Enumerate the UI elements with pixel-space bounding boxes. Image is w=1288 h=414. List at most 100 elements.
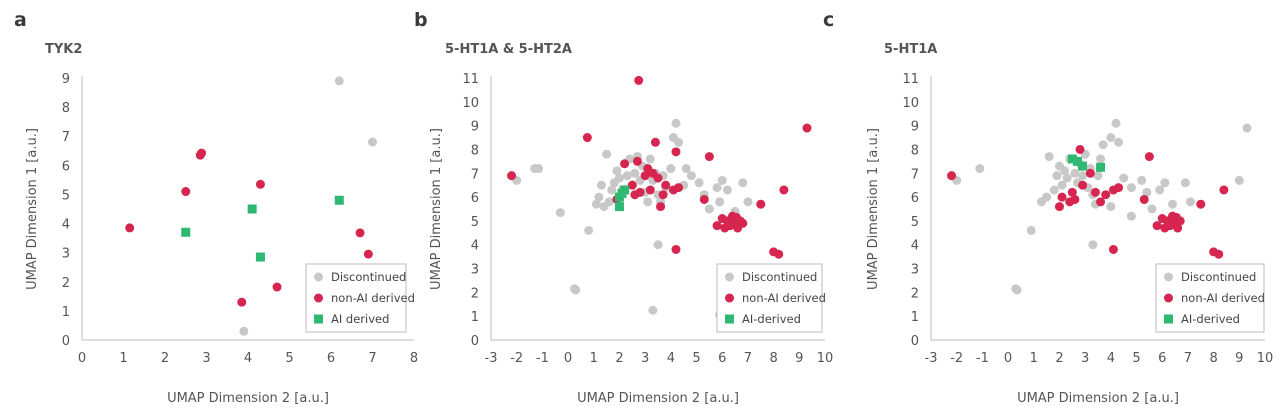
x-axis-label: UMAP Dimension 2 [a.u.] [577,391,739,406]
data-point [584,225,594,235]
data-point [653,240,663,250]
data-point [1067,187,1077,197]
y-tick-label: 11 [462,72,479,87]
data-point [555,208,565,218]
y-tick-label: 8 [62,101,70,116]
data-point [645,154,655,164]
data-point [181,187,191,197]
y-axis-label: UMAP Dimension 1 [a.u.] [866,128,881,290]
data-point [1090,187,1100,197]
y-tick-label: 6 [911,191,919,206]
y-tick-label: 6 [471,191,479,206]
x-tick-label: 5 [285,351,293,366]
x-tick-label: -1 [536,351,549,366]
data-point [666,164,676,174]
x-tick-label: 1 [1030,351,1038,366]
data-point [272,282,282,292]
data-point [1101,190,1111,200]
data-point [674,137,684,147]
data-point [1070,168,1080,178]
data-point [1185,197,1195,207]
data-point [686,171,696,181]
y-tick-label: 7 [911,167,919,182]
legend-marker [1164,272,1173,282]
x-tick-label: 0 [78,351,86,366]
y-tick-label: 9 [911,120,919,135]
y-tick-label: 4 [471,239,479,254]
x-tick-label: 3 [1081,351,1089,366]
x-tick-label: 8 [769,351,777,366]
x-tick-label: -2 [950,351,963,366]
data-point [671,118,681,128]
legend-label: non-AI derived [742,291,826,305]
x-tick-label: 6 [1158,351,1166,366]
x-tick-label: 7 [744,351,752,366]
data-point [1242,123,1252,133]
legend-marker [314,272,323,282]
y-tick-label: 4 [62,218,70,233]
data-point [1057,192,1067,202]
data-point [731,212,741,222]
y-tick-label: 5 [471,215,479,230]
data-point [1078,171,1088,181]
data-point [634,75,644,85]
y-tick-label: 11 [902,72,919,87]
data-point [738,178,748,188]
legend-label: Discontinued [331,270,406,284]
y-axis-label: UMAP Dimension 1 [a.u.] [429,128,444,290]
y-axis-label: UMAP Dimension 1 [a.u.] [25,128,40,290]
data-point [1234,175,1244,185]
y-tick-label: 1 [911,310,919,325]
data-point-square [247,204,257,214]
data-point [1214,249,1224,259]
x-tick-label: 2 [1055,351,1063,366]
data-point [975,164,985,174]
data-point [237,297,247,307]
data-point [722,185,732,195]
y-tick-label: 2 [62,276,70,291]
panel-b: b 5-HT1A & 5-HT2A 0 1 2 3 4 5 6 7 8 9 10 11 -3 -2 -1 0 1 2 3… [414,9,833,406]
data-point [582,133,592,143]
data-point [774,249,784,259]
data-point [591,199,601,209]
data-point [620,159,630,169]
legend-marker-square [1164,314,1173,324]
data-point [1070,194,1080,204]
data-point [1093,171,1103,181]
data-point [681,164,691,174]
data-point [653,173,663,183]
data-point [355,228,365,238]
x-tick-label: 3 [641,351,649,366]
x-tick-label: 7 [1184,351,1192,366]
y-tick-label: 7 [471,167,479,182]
y-tick-label: 10 [462,96,479,111]
data-point [1180,178,1190,188]
data-point [594,192,604,202]
y-tick-label: 3 [62,247,70,262]
data-point [1075,144,1085,154]
data-point [756,199,766,209]
data-point [704,204,714,214]
x-tick-label: 4 [244,351,252,366]
data-point [632,156,642,166]
x-tick-label: 5 [692,351,700,366]
data-point [1060,166,1070,176]
x-tick-label: 6 [327,351,335,366]
legend-marker [314,293,323,303]
legend-label: Discontinued [1181,270,1256,284]
data-point-square [620,185,630,195]
data-point [255,179,265,189]
x-tick-label: 9 [1235,351,1243,366]
data-point [656,202,666,212]
data-point [1106,202,1116,212]
data-point [1062,173,1072,183]
legend-marker [1164,293,1173,303]
data-point [1026,225,1036,235]
data-point [717,175,727,185]
data-point-square [334,195,344,205]
data-point [1106,133,1116,143]
data-point [643,197,653,207]
y-tick-label: 7 [62,130,70,145]
data-point [612,166,622,176]
